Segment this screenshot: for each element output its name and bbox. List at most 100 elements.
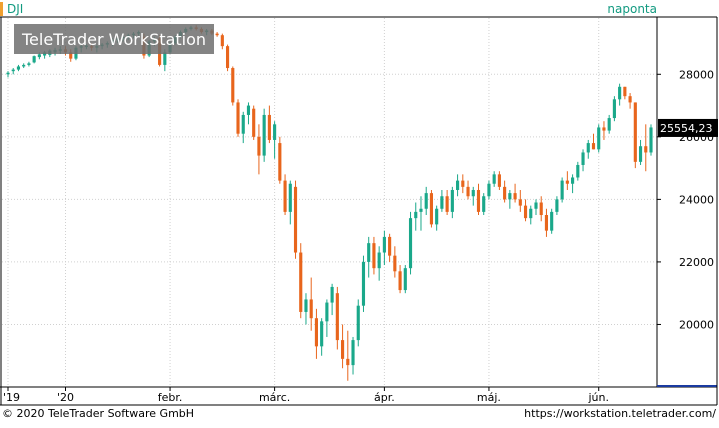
candle-body <box>273 124 277 140</box>
candle-body <box>513 193 517 200</box>
candle-body <box>560 180 564 200</box>
candle-body <box>32 56 36 63</box>
candle-body <box>341 340 345 359</box>
candle-body <box>466 186 470 197</box>
x-tick-label: febr. <box>158 391 183 404</box>
candle-body <box>367 243 371 262</box>
candle-body <box>288 183 292 212</box>
candle-body <box>325 302 329 322</box>
footer-url-link[interactable]: https://workstation.teletrader.com/ <box>524 407 716 420</box>
candle-body <box>262 114 266 156</box>
candle-body <box>597 127 601 150</box>
labels: TeleTrader WorkStation200002200024000260… <box>0 2 718 404</box>
last-price-label: 25554,23 <box>660 122 713 135</box>
candle-body <box>351 340 355 366</box>
candle-body <box>555 199 559 212</box>
candle-body <box>267 114 271 140</box>
candle-body <box>220 35 224 47</box>
x-tick-label: máj. <box>477 391 501 404</box>
period-label: naponta <box>607 2 657 16</box>
candle-body <box>335 293 339 341</box>
candle-body <box>508 193 512 200</box>
candle-body <box>6 72 10 75</box>
candle-body <box>539 202 543 216</box>
y-tick-label: 24000 <box>679 193 714 206</box>
ticker-marker <box>0 2 3 16</box>
candle-body <box>361 261 366 306</box>
candle-body <box>356 305 360 341</box>
candle-body <box>649 127 653 153</box>
candle-body <box>231 68 235 103</box>
x-tick-label: márc. <box>259 391 290 404</box>
candle-body <box>236 102 240 134</box>
candle-body <box>440 196 444 209</box>
candle-body <box>304 299 308 312</box>
candle-body <box>314 318 318 347</box>
candle-body <box>476 189 481 212</box>
candle-body <box>408 218 413 269</box>
candle-body <box>638 146 643 162</box>
candle-body <box>633 102 637 162</box>
candle-body <box>320 321 324 347</box>
candle-body <box>382 236 386 253</box>
candle-body <box>450 189 454 212</box>
candle-body <box>523 205 528 219</box>
y-tick-label: 20000 <box>679 318 714 331</box>
candle-body <box>586 143 590 153</box>
candle-body <box>330 286 334 303</box>
candle-body <box>482 196 486 212</box>
candle-body <box>534 202 538 209</box>
candle-body <box>581 152 585 165</box>
candle-body <box>544 215 549 231</box>
candle-body <box>461 180 465 187</box>
x-tick-label: '19 <box>3 391 20 404</box>
candle-body <box>529 208 533 219</box>
candle-body <box>607 118 611 131</box>
candle-body <box>492 174 496 184</box>
candle-body <box>471 189 475 197</box>
candle-body <box>503 186 507 200</box>
watermark-text: TeleTrader WorkStation <box>21 30 206 49</box>
candle-body <box>618 86 622 100</box>
candle-body <box>225 46 230 69</box>
candle-body <box>435 208 439 225</box>
candle-body <box>388 236 392 256</box>
candle-body <box>518 199 522 206</box>
candle-body <box>602 127 606 131</box>
candle-body <box>37 54 41 58</box>
candle-body <box>372 243 376 269</box>
candle-body <box>293 186 298 253</box>
candle-body <box>565 180 569 184</box>
candle-body <box>393 255 397 272</box>
candle-body <box>246 105 251 115</box>
candle-body <box>497 174 501 187</box>
candle-body <box>241 114 245 134</box>
candle-body <box>424 193 428 209</box>
candle-body <box>398 271 402 291</box>
candle-body <box>419 208 423 212</box>
candle-body <box>309 299 313 319</box>
ticker-label: DJI <box>7 2 23 16</box>
candles <box>6 25 653 381</box>
candle-body <box>215 33 219 36</box>
candle-body <box>487 183 491 197</box>
candle-body <box>22 64 26 67</box>
gridlines <box>2 18 657 387</box>
candle-body <box>69 52 73 59</box>
x-tick-label: '20 <box>57 391 74 404</box>
y-tick-label: 28000 <box>679 68 714 81</box>
candle-body <box>377 252 381 269</box>
candle-body <box>456 180 460 190</box>
candle-body <box>445 196 449 212</box>
candle-body <box>403 268 407 291</box>
candle-body <box>628 96 632 103</box>
candle-body <box>414 211 418 219</box>
candle-body <box>576 164 580 178</box>
candle-body <box>623 86 627 97</box>
candle-body <box>11 69 15 72</box>
candle-body <box>346 358 350 366</box>
candle-body <box>163 52 167 65</box>
candle-body <box>16 66 21 70</box>
